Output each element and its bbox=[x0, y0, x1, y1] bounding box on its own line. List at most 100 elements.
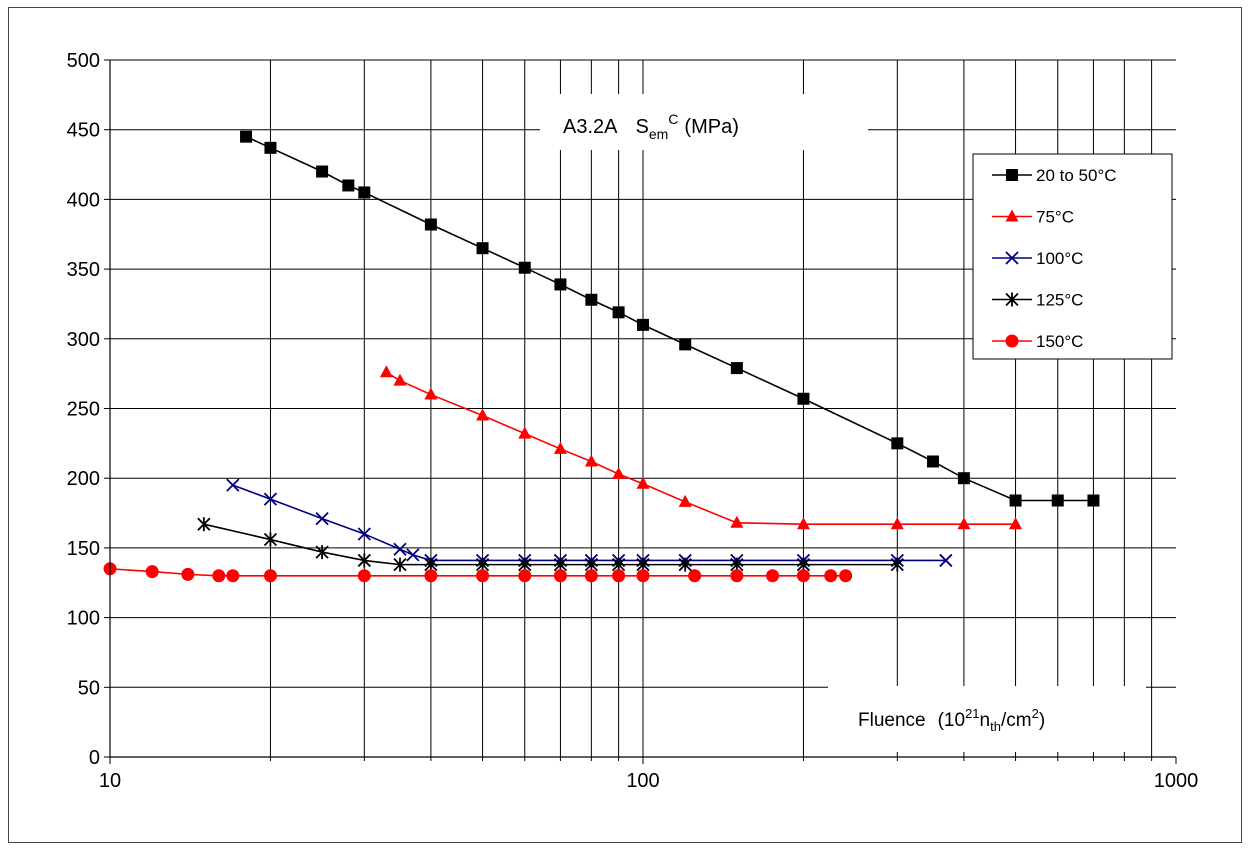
x-tick-label: 100 bbox=[626, 770, 659, 792]
data-point bbox=[612, 569, 626, 583]
data-point bbox=[393, 542, 407, 556]
data-point bbox=[797, 392, 810, 405]
data-point bbox=[263, 492, 278, 506]
x-axis-label: Fluence (1021nth/cm2) bbox=[858, 706, 1045, 734]
data-point bbox=[264, 141, 277, 154]
y-tick-label: 450 bbox=[67, 120, 100, 142]
data-point bbox=[730, 362, 743, 375]
data-point bbox=[957, 472, 970, 485]
x-tick-label: 1000 bbox=[1154, 770, 1199, 792]
data-point bbox=[357, 553, 371, 568]
x-tick-labels: 10 100 1000 bbox=[99, 770, 1198, 792]
data-point bbox=[584, 569, 598, 583]
data-point bbox=[357, 569, 371, 583]
xlabel-main: Fluence bbox=[858, 710, 926, 731]
data-point bbox=[1051, 494, 1064, 507]
data-point bbox=[212, 569, 226, 583]
legend-marker bbox=[1005, 334, 1019, 348]
legend: 20 to 50°C 75°C 100°C 125°C 150°C bbox=[972, 153, 1173, 360]
legend-marker bbox=[1005, 251, 1019, 265]
gridlines bbox=[110, 59, 1176, 758]
data-point bbox=[824, 569, 838, 583]
y-tick-label: 350 bbox=[67, 259, 100, 281]
data-point bbox=[424, 387, 438, 400]
data-point bbox=[518, 426, 532, 439]
data-point bbox=[342, 179, 355, 192]
series-group bbox=[103, 130, 1100, 583]
data-point bbox=[476, 569, 490, 583]
series-4 bbox=[197, 517, 904, 572]
data-point bbox=[678, 557, 692, 572]
data-point bbox=[612, 306, 625, 319]
title-box bbox=[540, 94, 868, 150]
data-point bbox=[226, 478, 240, 492]
chart-title: A3.2A SemC (MPa) bbox=[563, 111, 739, 142]
series-5 bbox=[103, 562, 853, 583]
xlabel-sup1: 21 bbox=[965, 706, 979, 721]
data-point bbox=[518, 569, 532, 583]
data-point bbox=[181, 567, 195, 581]
data-point bbox=[554, 278, 567, 291]
legend-entry: 100°C bbox=[992, 249, 1083, 268]
legend-label: 125°C bbox=[1036, 291, 1083, 310]
series-line bbox=[203, 523, 898, 566]
xlabel-box bbox=[828, 686, 1146, 752]
data-point bbox=[406, 548, 420, 562]
series-line bbox=[232, 484, 946, 562]
data-point bbox=[939, 553, 953, 568]
data-point bbox=[796, 517, 810, 530]
data-point bbox=[393, 557, 407, 572]
x-tick-label: 10 bbox=[99, 770, 121, 792]
y-tick-label: 300 bbox=[67, 329, 100, 351]
data-point bbox=[1087, 494, 1100, 507]
y-tick-label: 150 bbox=[67, 538, 100, 560]
xlabel-n: n bbox=[980, 710, 991, 731]
legend-box bbox=[972, 153, 1173, 360]
data-point bbox=[553, 569, 567, 583]
y-tick-label: 200 bbox=[67, 468, 100, 490]
data-point bbox=[263, 532, 278, 547]
title-main: A3.2A bbox=[563, 116, 618, 138]
data-point bbox=[688, 569, 702, 583]
series-2 bbox=[379, 365, 1023, 530]
y-tick-label: 400 bbox=[67, 189, 100, 211]
data-point bbox=[636, 569, 650, 583]
data-point bbox=[553, 441, 567, 454]
data-point bbox=[584, 454, 598, 467]
y-tick-labels: 0 50 100 150 200 250 300 350 400 450 500 bbox=[67, 50, 100, 769]
data-point bbox=[424, 218, 437, 231]
data-point bbox=[957, 517, 971, 530]
data-point bbox=[316, 165, 329, 178]
data-point bbox=[766, 569, 780, 583]
data-point bbox=[839, 569, 853, 583]
y-tick-label: 0 bbox=[89, 747, 100, 769]
legend-entry: 20 to 50°C bbox=[992, 166, 1117, 185]
axes bbox=[104, 59, 1177, 764]
data-point bbox=[1009, 517, 1023, 530]
data-point bbox=[393, 373, 407, 386]
y-tick-label: 500 bbox=[67, 50, 100, 72]
data-point bbox=[476, 408, 490, 421]
legend-label: 75°C bbox=[1036, 208, 1074, 227]
data-point bbox=[891, 437, 904, 450]
data-point bbox=[263, 569, 277, 583]
legend-label: 20 to 50°C bbox=[1036, 166, 1117, 185]
data-point bbox=[315, 511, 329, 526]
title-sup: C bbox=[668, 111, 678, 127]
xlabel-slash: /cm bbox=[1001, 710, 1032, 731]
data-point bbox=[926, 455, 939, 468]
legend-entry: 75°C bbox=[992, 208, 1074, 227]
data-point bbox=[357, 527, 371, 541]
data-point bbox=[636, 476, 650, 489]
xlabel-close: ) bbox=[1039, 710, 1045, 731]
data-point bbox=[358, 186, 371, 199]
data-point bbox=[476, 242, 489, 255]
y-tick-label: 50 bbox=[78, 677, 100, 699]
title-s: S bbox=[635, 116, 648, 138]
title-sub: em bbox=[649, 126, 668, 142]
data-point bbox=[424, 569, 438, 583]
data-point bbox=[796, 569, 810, 583]
legend-marker bbox=[1006, 169, 1018, 181]
data-point bbox=[585, 293, 598, 306]
y-tick-label: 100 bbox=[67, 608, 100, 630]
